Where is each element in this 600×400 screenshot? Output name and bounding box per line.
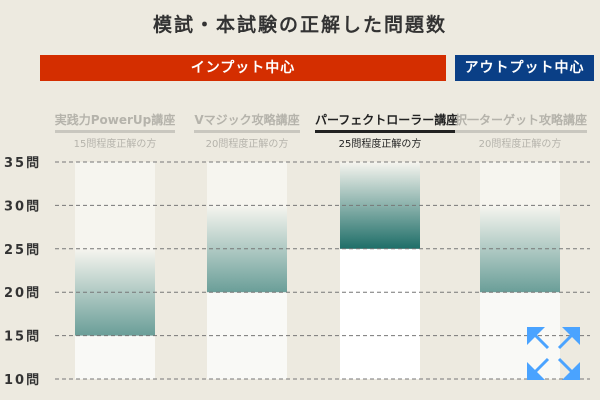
output-focus-band: アウトプット中心 bbox=[455, 55, 594, 81]
y-tick-label: 30問 bbox=[4, 199, 41, 214]
y-tick-label: 15問 bbox=[4, 330, 41, 345]
course-label: パーフェクトローラー講座 25問程度正解の方 bbox=[315, 109, 459, 150]
y-tick-label: 10問 bbox=[4, 373, 41, 388]
course-name: Vマジック攻略講座 bbox=[194, 111, 300, 133]
column-below-range bbox=[75, 335, 155, 379]
course-label: 択一ターゲット攻略講座 20問程度正解の方 bbox=[455, 109, 588, 150]
course-subtitle: 25問程度正解の方 bbox=[338, 139, 422, 150]
y-tick-label: 25問 bbox=[4, 243, 41, 258]
course-subtitle: 15問程度正解の方 bbox=[73, 139, 157, 150]
y-tick-label: 35問 bbox=[4, 156, 41, 171]
course-name: パーフェクトローラー講座 bbox=[315, 111, 459, 133]
column-below-range bbox=[340, 248, 420, 379]
input-focus-band: インプット中心 bbox=[40, 55, 446, 81]
course-name: 択一ターゲット攻略講座 bbox=[455, 111, 588, 133]
y-tick-label: 20問 bbox=[4, 286, 41, 301]
course-subtitle: 20問程度正解の方 bbox=[205, 139, 289, 150]
page-title: 模試・本試験の正解した問題数 bbox=[152, 14, 447, 36]
course-name: 実践力PowerUp講座 bbox=[54, 111, 176, 133]
course-label: 実践力PowerUp講座 15問程度正解の方 bbox=[50, 109, 180, 150]
expand-arrows-icon[interactable] bbox=[527, 327, 580, 380]
course-subtitle: 20問程度正解の方 bbox=[478, 139, 562, 150]
course-label: Vマジック攻略講座 20問程度正解の方 bbox=[182, 109, 312, 150]
